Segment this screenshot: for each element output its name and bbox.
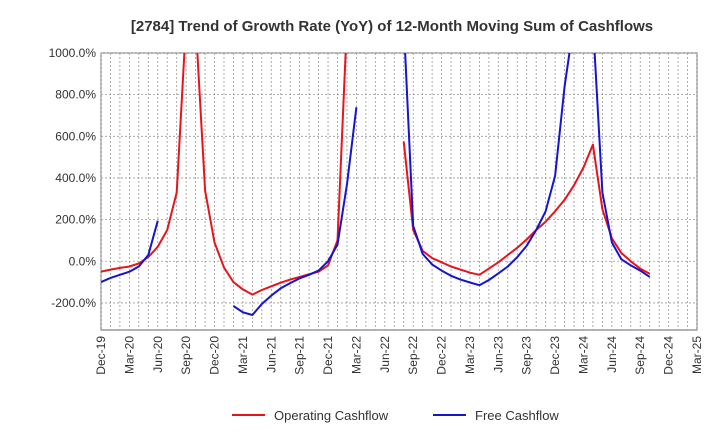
x-tick-label: Dec-24 (662, 336, 676, 375)
x-tick-label: Jun-21 (264, 336, 278, 373)
x-tick-label: Sep-23 (520, 336, 534, 375)
x-tick-label: Dec-23 (548, 336, 562, 375)
x-tick-label: Mar-21 (236, 336, 250, 374)
legend: Operating Cashflow Free Cashflow (232, 408, 559, 423)
y-axis: 1000.0% 800.0% 600.0% 400.0% 200.0% 0.0% -200.… (49, 46, 97, 310)
y-tick-label: 200.0% (55, 213, 96, 227)
series-line-free-cashflow (101, 53, 651, 316)
x-tick-label: Dec-21 (321, 336, 335, 375)
x-tick-label: Jun-24 (605, 336, 619, 373)
x-tick-label: Dec-22 (435, 336, 449, 375)
x-tick-label: Mar-23 (463, 336, 477, 374)
x-tick-label: Sep-24 (633, 336, 647, 375)
x-tick-label: Jun-20 (151, 336, 165, 373)
x-tick-label: Sep-22 (406, 336, 420, 375)
y-tick-label: 0.0% (69, 254, 97, 268)
legend-label-operating-cashflow: Operating Cashflow (274, 408, 389, 423)
y-tick-label: 400.0% (55, 171, 96, 185)
series-lines (101, 53, 651, 316)
y-tick-label: 1000.0% (49, 46, 97, 60)
chart-title: [2784] Trend of Growth Rate (YoY) of 12-… (131, 18, 653, 35)
y-tick-label: -200.0% (51, 296, 96, 310)
y-tick-label: 800.0% (55, 88, 96, 102)
x-tick-label: Mar-25 (690, 336, 704, 374)
x-tick-label: Mar-22 (349, 336, 363, 374)
y-tick-label: 600.0% (55, 129, 96, 143)
x-tick-label: Sep-21 (293, 336, 307, 375)
x-tick-label: Jun-23 (491, 336, 505, 373)
x-tick-label: Sep-20 (179, 336, 193, 375)
x-tick-label: Mar-20 (122, 336, 136, 374)
x-tick-label: Jun-22 (378, 336, 392, 373)
x-tick-label: Dec-20 (208, 336, 222, 375)
x-axis: Dec-19 Mar-20 Jun-20 Sep-20 Dec-20 Mar-21 Jun-… (94, 336, 704, 375)
x-tick-label: Dec-19 (94, 336, 108, 375)
legend-label-free-cashflow: Free Cashflow (475, 408, 559, 423)
x-tick-label: Mar-24 (576, 336, 590, 374)
